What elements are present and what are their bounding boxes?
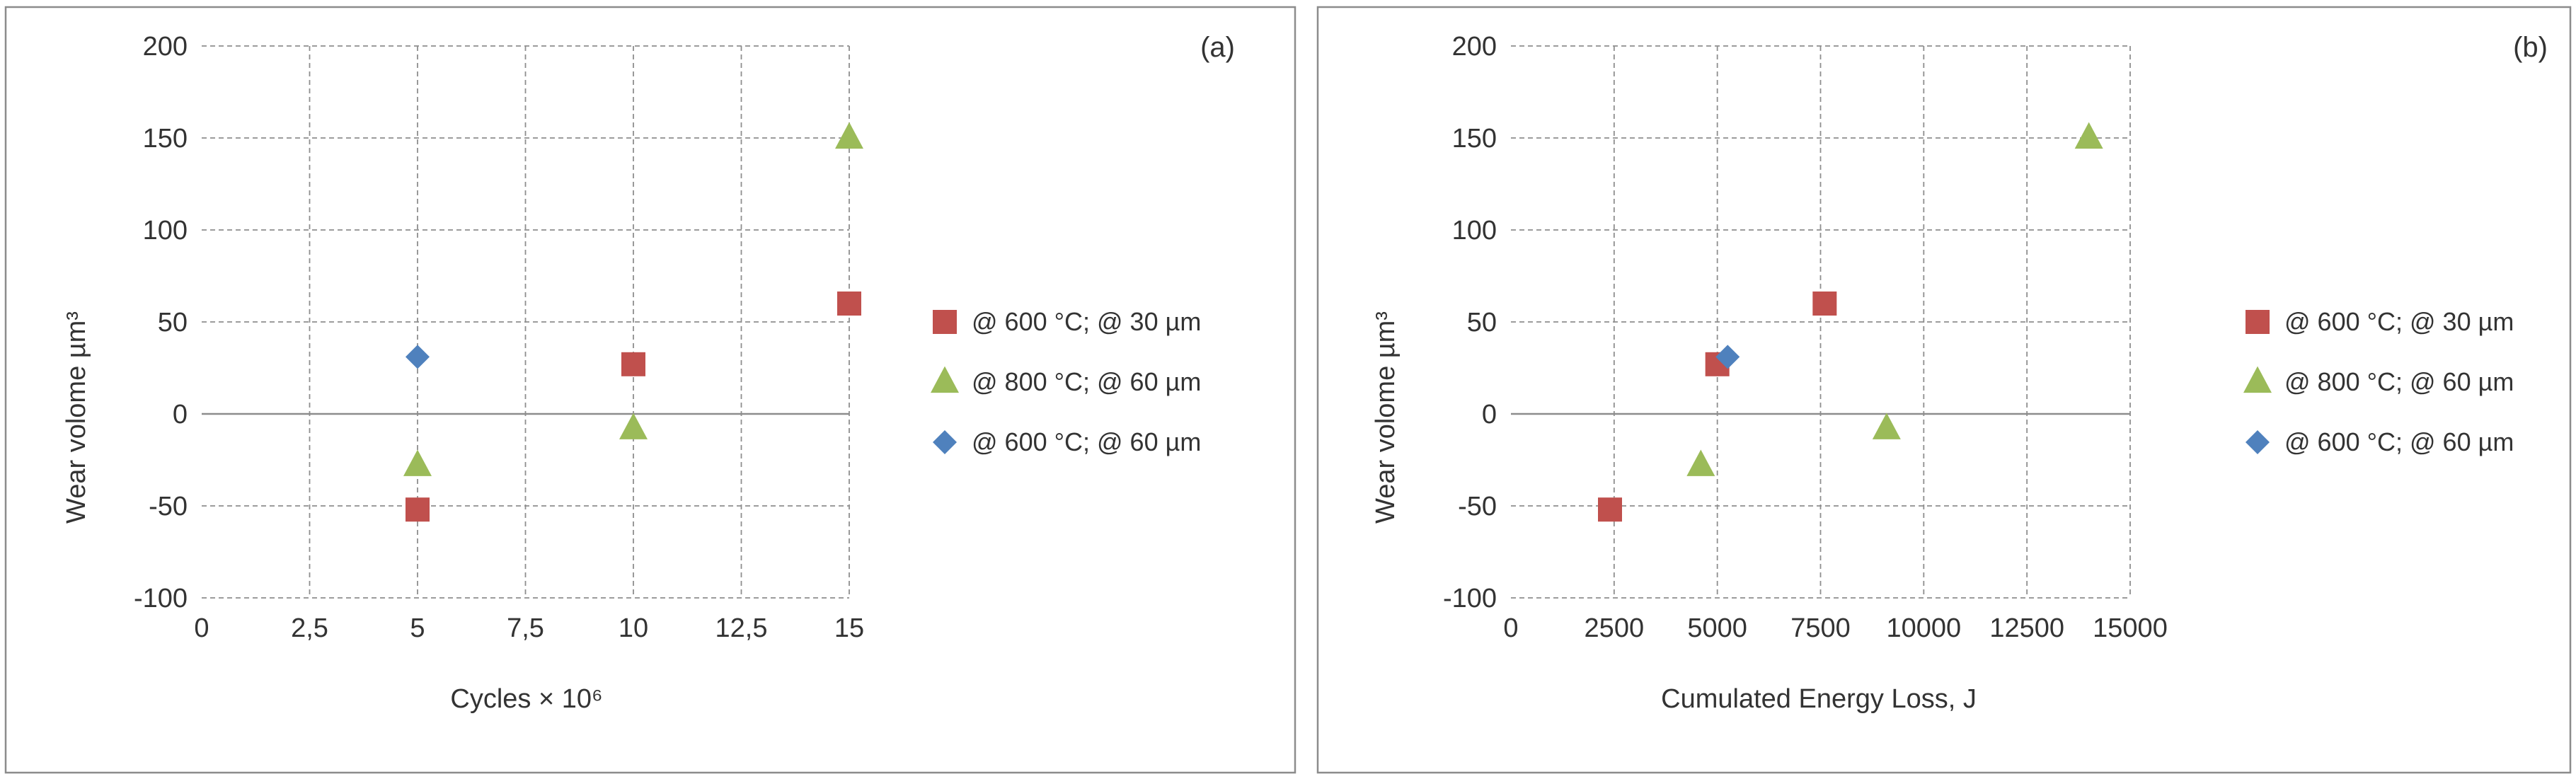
chart-b-x-tick-label: 2500: [1585, 613, 1645, 643]
chart-b-x-tick-label: 10000: [1886, 613, 1961, 643]
chart-b-grid: [1511, 45, 2131, 599]
chart-a-legend-marker-diamond: [933, 430, 957, 454]
chart-b-y-axis-label: Wear volome µm³: [1371, 311, 1401, 524]
chart-b-x-tick-label: 0: [1503, 613, 1518, 643]
chart-a-legend-marker-square: [933, 310, 957, 334]
chart-b-point-triangle: [1872, 412, 1901, 439]
chart-a-y-tick-label: 100: [143, 216, 188, 246]
chart-b-legend-marker-diamond: [2246, 430, 2270, 454]
chart-b-legend-item: @ 600 °C; @ 30 µm: [2246, 307, 2514, 336]
chart-b-legend-label: @ 600 °C; @ 60 µm: [2284, 427, 2514, 456]
chart-b-y-tick-label: 150: [1452, 124, 1497, 154]
chart-b-y-tick-label: 200: [1452, 32, 1497, 62]
chart-a-panel-label: (a): [1200, 32, 1235, 63]
chart-a-y-axis-label: Wear volome µm³: [62, 311, 91, 524]
chart-a-points: [403, 122, 863, 522]
chart-b-x-axis-label: Cumulated Energy Loss, J: [1661, 684, 1977, 714]
chart-a-legend: @ 600 °C; @ 30 µm @ 800 °C; @ 60 µm @ 600 …: [931, 307, 1201, 456]
chart-a-x-ticks: 0 2,5 5 7,5 10 12,5 15: [194, 613, 864, 643]
chart-b-x-tick-label: 12500: [1989, 613, 2064, 643]
chart-a-y-tick-label: 0: [173, 400, 188, 429]
chart-b-legend: @ 600 °C; @ 30 µm @ 800 °C; @ 60 µm @ 600 …: [2243, 307, 2514, 456]
chart-a-legend-item: @ 600 °C; @ 60 µm: [933, 427, 1201, 456]
chart-b-point-diamond: [1715, 345, 1740, 369]
chart-b-legend-label: @ 600 °C; @ 30 µm: [2284, 307, 2514, 336]
chart-a-x-tick-label: 0: [194, 613, 209, 643]
chart-b-x-tick-label: 5000: [1687, 613, 1747, 643]
chart-b-x-tick-label: 15000: [2093, 613, 2168, 643]
chart-b-x-tick-label: 7500: [1790, 613, 1851, 643]
chart-b-y-tick-label: 100: [1452, 216, 1497, 246]
chart-b-legend-item: @ 800 °C; @ 60 µm: [2243, 366, 2514, 396]
chart-a-y-tick-label: -100: [134, 584, 188, 613]
chart-panel-a: -100 -50 0 50 100 150 200 0 2,5 5 7,5 10 12,5 15 @ 6…: [4, 6, 1296, 774]
chart-b-point-triangle: [1686, 449, 1715, 476]
chart-b-panel-label: (b): [2513, 32, 2548, 63]
chart-a-y-tick-label: -50: [149, 492, 188, 521]
chart-a-x-tick-label: 5: [410, 613, 425, 643]
chart-a-legend-label: @ 600 °C; @ 30 µm: [972, 307, 1201, 336]
chart-a-legend-item: @ 800 °C; @ 60 µm: [931, 366, 1201, 396]
chart-b-y-ticks: -100 -50 0 50 100 150 200: [1443, 32, 1497, 613]
chart-a-point-square: [837, 292, 861, 316]
chart-b-x-ticks: 0 2500 5000 7500 10000 12500 15000: [1503, 613, 2167, 643]
chart-b-y-tick-label: -50: [1458, 492, 1497, 521]
chart-a-y-ticks: -100 -50 0 50 100 150 200: [134, 32, 188, 613]
chart-b-point-triangle: [2074, 122, 2103, 149]
chart-a-x-tick-label: 12,5: [715, 613, 768, 643]
chart-a-point-diamond: [406, 345, 430, 369]
chart-a-point-triangle: [403, 449, 432, 476]
chart-a-legend-item: @ 600 °C; @ 30 µm: [933, 307, 1201, 336]
chart-b-legend-marker-triangle: [2243, 366, 2272, 393]
chart-b-y-tick-label: 0: [1482, 400, 1497, 429]
chart-a-point-square: [406, 497, 430, 522]
chart-a-legend-marker-triangle: [931, 366, 959, 393]
chart-a-y-tick-label: 50: [158, 308, 188, 337]
chart-panel-b: -100 -50 0 50 100 150 200 0 2500 5000 7500 10000 12…: [1316, 6, 2572, 774]
chart-b-frame: [1316, 6, 2572, 774]
chart-b-y-tick-label: 50: [1467, 308, 1497, 337]
chart-b-legend-label: @ 800 °C; @ 60 µm: [2284, 367, 2514, 396]
chart-a-legend-label: @ 800 °C; @ 60 µm: [972, 367, 1201, 396]
chart-a-x-tick-label: 10: [619, 613, 648, 643]
chart-b-legend-item: @ 600 °C; @ 60 µm: [2246, 427, 2514, 456]
chart-a-y-tick-label: 200: [143, 32, 188, 62]
chart-a-frame: [4, 6, 1296, 774]
chart-b-point-square: [1812, 292, 1837, 316]
chart-a-point-triangle: [835, 122, 863, 149]
chart-b-point-square: [1598, 497, 1622, 522]
chart-a-x-tick-label: 15: [834, 613, 864, 643]
chart-b-y-tick-label: -100: [1443, 584, 1497, 613]
chart-a-x-tick-label: 7,5: [507, 613, 544, 643]
chart-a-point-square: [621, 352, 645, 376]
chart-a-point-triangle: [619, 412, 648, 439]
chart-a-x-tick-label: 2,5: [291, 613, 328, 643]
chart-a-x-axis-label: Cycles × 10⁶: [450, 684, 602, 714]
chart-a-legend-label: @ 600 °C; @ 60 µm: [972, 427, 1201, 456]
chart-a-y-tick-label: 150: [143, 124, 188, 154]
chart-b-legend-marker-square: [2246, 310, 2270, 334]
chart-b-points: [1598, 122, 2103, 522]
